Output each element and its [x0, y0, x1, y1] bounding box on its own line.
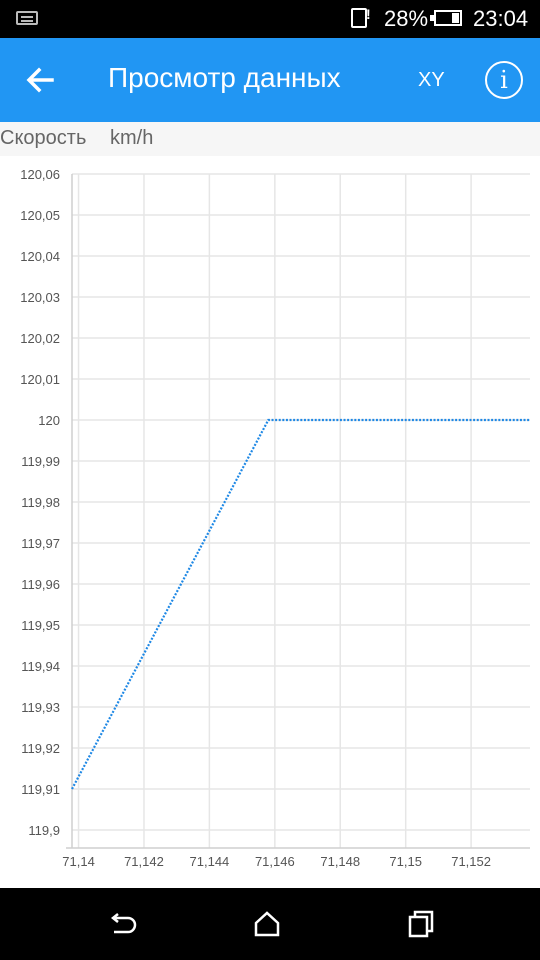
series-unit: km/h	[110, 127, 154, 149]
x-tick-label: 71,148	[320, 854, 360, 869]
x-tick-label: 71,14	[62, 854, 95, 869]
y-tick-label: 120,03	[20, 290, 60, 305]
series-header: Скорость km/h	[0, 122, 540, 156]
arrow-left-icon[interactable]	[22, 62, 58, 98]
y-tick-label: 120,06	[20, 167, 60, 182]
navigation-bar	[0, 888, 540, 960]
status-bar: ! 28% 23:04	[0, 0, 540, 38]
y-tick-label: 119,92	[21, 741, 60, 756]
x-tick-label: 71,144	[190, 854, 230, 869]
page-title: Просмотр данных	[108, 62, 341, 93]
speed-series-line	[71, 418, 530, 790]
y-tick-label: 119,95	[21, 618, 60, 633]
y-tick-label: 120,02	[20, 331, 60, 346]
y-tick-label: 119,99	[21, 454, 60, 469]
y-tick-label: 119,96	[21, 577, 60, 592]
y-tick-label: 119,98	[21, 495, 60, 510]
sd-alert-icon: !	[366, 6, 371, 22]
y-tick-label: 119,91	[21, 782, 60, 797]
y-tick-label: 119,97	[21, 536, 60, 551]
keyboard-icon	[16, 11, 38, 25]
info-icon[interactable]: i	[485, 61, 523, 99]
y-tick-label: 119,93	[21, 700, 60, 715]
sd-card-icon	[351, 8, 367, 28]
battery-percent: 28%	[384, 6, 429, 31]
nav-back-icon[interactable]	[104, 906, 140, 942]
xy-mode-button[interactable]: XY	[418, 69, 445, 91]
nav-recents-icon[interactable]	[403, 906, 439, 942]
app-bar: Просмотр данных XY i	[0, 38, 540, 122]
x-tick-label: 71,152	[451, 854, 491, 869]
y-tick-label: 120,05	[20, 208, 60, 223]
y-tick-label: 119,94	[21, 659, 60, 674]
nav-home-icon[interactable]	[249, 906, 285, 942]
x-tick-label: 71,142	[124, 854, 164, 869]
x-tick-label: 71,15	[389, 854, 422, 869]
y-tick-label: 119,9	[28, 823, 60, 838]
clock: 23:04	[473, 6, 529, 31]
x-tick-label: 71,146	[255, 854, 295, 869]
y-tick-label: 120,01	[20, 372, 60, 387]
y-tick-label: 120,04	[20, 249, 60, 264]
speed-chart[interactable]: 120,06 120,05 120,04 120,03 120,02 120,01 120 1…	[0, 158, 540, 888]
y-tick-label: 120	[38, 413, 60, 428]
battery-icon	[430, 10, 462, 26]
series-name: Скорость	[0, 127, 87, 149]
